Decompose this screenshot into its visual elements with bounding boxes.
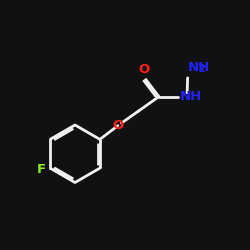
- Text: F: F: [36, 163, 46, 176]
- Text: O: O: [139, 63, 150, 76]
- Text: 2: 2: [198, 64, 205, 74]
- Text: NH: NH: [180, 90, 203, 103]
- Text: NH: NH: [188, 61, 210, 74]
- Text: O: O: [112, 119, 124, 132]
